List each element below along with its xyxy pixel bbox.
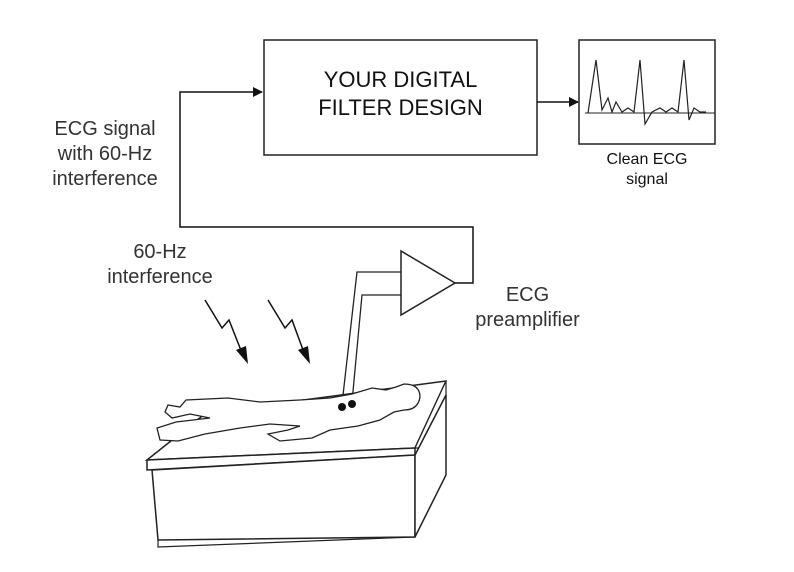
electrode-2 — [348, 400, 356, 408]
electrode-1 — [338, 403, 346, 411]
filter-block-label-line2: FILTER DESIGN — [318, 94, 483, 120]
interference-label: 60-Hz interference — [90, 240, 230, 290]
interference-label-line2: interference — [107, 266, 213, 288]
table-base-side — [414, 394, 447, 538]
patient-body — [156, 383, 421, 442]
interference-bolt-2 — [267, 299, 307, 359]
table-foot — [157, 536, 416, 548]
clean-ecg-waveform — [587, 59, 706, 126]
input-signal-label: ECG signal with 60-Hz interference — [30, 117, 180, 192]
preamplifier-label: ECG preamplifier — [455, 283, 600, 333]
signal-path-to-filter — [179, 87, 474, 284]
electrode-lead-1 — [341, 271, 401, 405]
interference-bolt-1-head — [236, 346, 248, 364]
filter-block-label-line1: YOUR DIGITAL — [323, 67, 478, 92]
electrode-lead-2 — [351, 294, 401, 403]
input-signal-label-line2: with 60-Hz — [57, 143, 153, 165]
interference-bolt-2-head — [298, 346, 310, 364]
interference-bolt-1 — [204, 299, 245, 359]
interference-label-line1: 60-Hz — [133, 241, 187, 263]
output-label: Clean ECG signal — [577, 150, 717, 190]
preamplifier-label-line2: preamplifier — [475, 309, 580, 331]
table-base-front — [151, 454, 416, 541]
preamplifier-label-line1: ECG — [505, 284, 550, 306]
output-label-line1: Clean ECG — [606, 151, 688, 168]
output-label-line2: signal — [626, 171, 668, 188]
filter-block-label: YOUR DIGITAL FILTER DESIGN — [264, 66, 537, 121]
output-plot-frame — [578, 39, 716, 145]
input-signal-label-line1: ECG signal — [54, 118, 156, 140]
input-signal-label-line3: interference — [52, 168, 158, 190]
preamplifier-triangle — [400, 249, 457, 317]
filter-block — [263, 39, 538, 156]
